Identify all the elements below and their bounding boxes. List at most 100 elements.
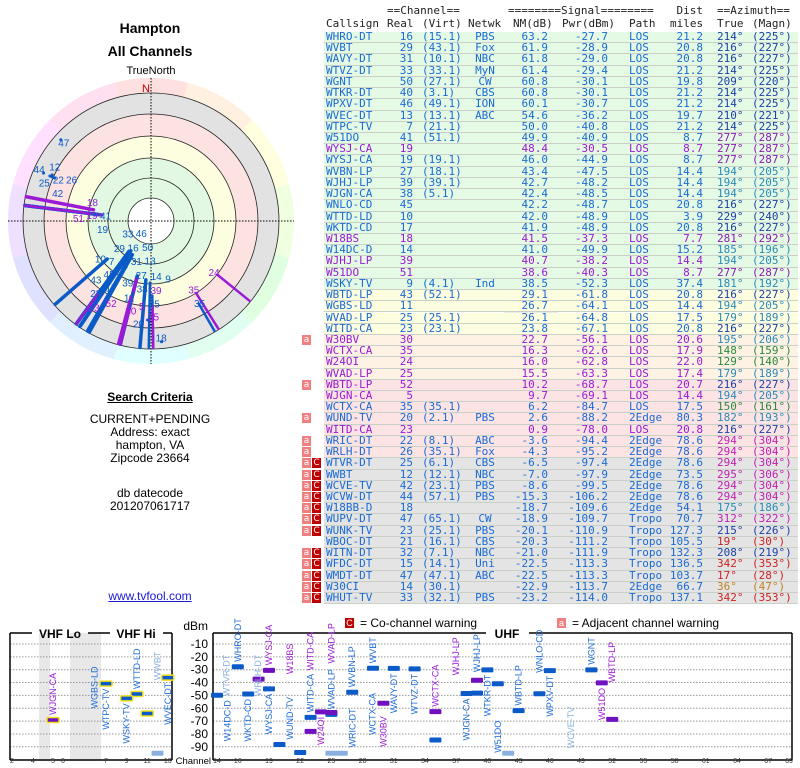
table-row[interactable]: WVAD-LP 25 (25.1) 26.1 -64.8 LOS 17.5 179° (189°… (324, 312, 798, 324)
table-row[interactable]: WYSJ-CA 19 (19.1) 46.0 -44.9 LOS 8.7 277° (287°) (324, 155, 798, 167)
table-row[interactable]: WCVW-DT 44 (57.1) PBS -15.3 -106.2 2Edge 78.6 29… (302, 491, 798, 504)
table-row[interactable]: WBTD-LP 52 10.2 -68.7 LOS 20.7 216° (227°) a (302, 379, 798, 392)
table-row[interactable]: WBOC-DT 21 (16.1) CBS -20.3 -111.2 Tropo 105.5 1… (324, 536, 798, 549)
path: Tropo (629, 523, 663, 537)
station-power-marker[interactable] (335, 750, 348, 756)
table-row[interactable]: WHUT-TV 33 (32.1) PBS -23.2 -114.0 Tropo 137.1 3… (302, 592, 798, 605)
table-row[interactable]: WAVY-DT 31 (10.1) NBC 61.8 -29.0 LOS 20.8 216° (2… (324, 54, 798, 66)
station-power-marker[interactable] (471, 690, 483, 696)
station-power-marker[interactable] (252, 676, 265, 682)
path: LOS (629, 198, 649, 212)
station-power-marker[interactable] (460, 690, 473, 696)
tvfool-link[interactable]: www.tvfool.com (108, 589, 192, 603)
station-power-marker[interactable] (273, 741, 286, 747)
table-row[interactable]: W14DC-D 14 41.0 -49.9 LOS 15.2 185° (196°) (324, 244, 798, 257)
table-row[interactable]: WMDT-DT 47 (47.1) ABC -22.5 -113.3 Tropo 103.7 1… (302, 570, 798, 582)
station-power-marker[interactable] (367, 665, 379, 671)
table-row[interactable]: WITN-DT 32 (7.1) NBC -21.0 -111.9 Tropo 132.3 20… (302, 547, 798, 560)
table-row[interactable]: WYSJ-CA 19 48.4 -30.5 LOS 8.7 277° (287°) (324, 143, 798, 156)
table-row[interactable]: WUND-TV 20 (2.1) PBS 2.6 -88.2 2Edge 80.3 182° (1… (302, 413, 798, 425)
table-row[interactable]: WVEC-DT 13 (13.1) ABC 54.6 -36.2 LOS 19.7 210° (2… (324, 110, 798, 122)
station-power-marker[interactable] (119, 695, 134, 702)
table-row[interactable]: W51DO 41 (51.1) 49.9 -40.9 LOS 8.7 277° (287°) (324, 132, 798, 145)
station-power-marker[interactable] (543, 668, 556, 674)
station-power-marker[interactable] (471, 677, 483, 683)
station-power-marker[interactable] (533, 691, 546, 697)
station-power-marker[interactable] (151, 750, 164, 756)
table-row[interactable]: W30BV 30 22.7 -56.1 LOS 20.6 195° (206°) a (302, 334, 798, 347)
station-power-marker[interactable] (263, 667, 275, 673)
table-row[interactable]: WJHJ-LP 39 40.7 -38.2 LOS 14.4 194° (205°) (324, 256, 798, 268)
table-row[interactable]: W18BB-D 18 -18.7 -109.6 2Edge 54.1 175° (186°) a… (302, 502, 798, 515)
virtual-channel: (12.1) (422, 467, 462, 481)
station-power-marker[interactable] (502, 750, 515, 756)
table-row[interactable]: WCVE-TV 42 (23.1) PBS -8.6 -99.5 2Edge 78.6 294°… (302, 480, 798, 493)
distance: 19.8 (676, 74, 704, 88)
station-power-marker[interactable] (161, 674, 175, 681)
station-power-marker[interactable] (346, 689, 359, 695)
station-power-marker[interactable] (429, 737, 442, 743)
station-power-marker[interactable] (46, 716, 60, 724)
station-power-marker[interactable] (429, 709, 442, 715)
station-power-marker[interactable] (304, 714, 317, 720)
table-row[interactable]: W51DO 51 38.6 -40.3 LOS 8.7 277° (287°) (324, 267, 798, 279)
table-row[interactable]: WBTD-LP 43 (52.1) 29.1 -61.8 LOS 20.8 216° (227°… (324, 289, 798, 302)
station-power-marker[interactable] (99, 680, 113, 687)
table-row[interactable]: WSKY-TV 9 (4.1) Ind 38.5 -52.3 LOS 37.4 181° (192… (324, 278, 798, 291)
station-power-marker[interactable] (585, 667, 598, 673)
station-power-marker[interactable] (595, 680, 608, 686)
table-row[interactable]: WPXV-DT 46 (49.1) ION 60.1 -30.7 LOS 21.2 214° (2… (324, 99, 798, 111)
station-power-marker[interactable] (377, 700, 390, 706)
table-row[interactable]: WTKR-DT 40 (3.1) CBS 60.8 -30.1 LOS 21.2 214° (22… (324, 87, 798, 100)
table-row[interactable]: WHRO-DT 16 (15.1) PBS 63.2 -27.7 LOS 21.2 214° (2… (324, 31, 798, 44)
table-row[interactable]: W18BS 18 41.5 -37.3 LOS 7.7 281° (292°) (324, 233, 798, 246)
table-row[interactable]: WGBS-LD 11 26.7 -64.1 LOS 14.4 194° (205°) (324, 301, 798, 313)
table-row[interactable]: WRLH-DT 26 (35.1) Fox -4.3 -95.2 2Edge 78.6 294°… (302, 446, 798, 459)
station-power-marker[interactable] (140, 710, 154, 717)
station-power-marker[interactable] (325, 709, 338, 715)
table-row[interactable]: WCTX-CA 35 (35.1) 6.2 -84.7 LOS 17.5 150° (161°) (324, 402, 798, 414)
station-power-marker[interactable] (512, 708, 525, 714)
adjacent-warning-icon: a (302, 447, 311, 458)
table-row[interactable]: WJGN-CA 5 9.7 -69.1 LOS 14.4 194° (205°) (324, 390, 798, 403)
power: -48.2 (574, 175, 608, 189)
station-power-marker[interactable] (242, 691, 255, 697)
noise-margin: -22.9 (514, 579, 548, 593)
table-row[interactable]: WWBT 12 (12.1) NBC -7.0 -97.9 2Edge 73.5 295° (30… (302, 467, 798, 481)
table-row[interactable]: WUNK-TV 23 (25.1) PBS -20.1 -110.9 Tropo 127.3 2… (302, 523, 798, 537)
station-power-marker[interactable] (211, 692, 223, 698)
station-power-marker[interactable] (315, 709, 327, 715)
table-row[interactable]: WVBN-LP 27 (18.1) 43.4 -47.5 LOS 14.4 194° (205°… (324, 166, 798, 178)
station-power-marker[interactable] (325, 750, 338, 756)
station-power-marker[interactable] (231, 664, 244, 670)
table-row[interactable]: WJGN-CA 38 (5.1) 42.4 -48.5 LOS 14.4 194° (205°) (324, 188, 798, 201)
station-power-marker[interactable] (408, 666, 421, 672)
table-row[interactable]: WTVZ-DT 33 (33.1) MyN 61.4 -29.4 LOS 21.2 214° (2… (324, 65, 798, 77)
table-row[interactable]: W30CI 14 (30.1) -22.9 -113.7 2Edge 66.7 36° (47°… (302, 579, 798, 593)
table-row[interactable]: WFDC-DT 15 (14.1) Uni -22.5 -113.3 Tropo 136.5 3… (302, 559, 798, 571)
station-power-marker[interactable] (481, 667, 494, 673)
station-power-marker[interactable] (491, 681, 504, 687)
station-power-marker[interactable] (294, 749, 307, 755)
table-row[interactable]: WTPC-TV 7 (21.1) 50.0 -40.8 LOS 21.2 214° (225°) (324, 121, 798, 133)
station-power-marker[interactable] (130, 690, 144, 698)
station-power-marker[interactable] (263, 686, 275, 692)
table-row[interactable]: WITD-CA 23 (23.1) 23.8 -67.1 LOS 20.8 216° (227°… (324, 323, 798, 335)
table-row[interactable]: WRIC-DT 22 (8.1) ABC -3.6 -94.4 2Edge 78.6 294° (… (302, 435, 798, 448)
table-row[interactable]: WTVR-DT 25 (6.1) CBS -6.5 -97.4 2Edge 78.6 294° (… (302, 458, 798, 470)
table-row[interactable]: W24OI 24 16.0 -62.8 LOS 22.0 129° (140°) (324, 357, 798, 369)
table-row[interactable]: WUPV-DT 47 (65.1) CW -18.9 -109.7 Tropo 70.7 312… (302, 514, 798, 526)
table-row[interactable]: WVBT 29 (43.1) Fox 61.9 -28.9 LOS 20.8 216° (227°… (324, 42, 798, 55)
station-power-marker[interactable] (606, 716, 619, 722)
station-power-marker[interactable] (387, 665, 400, 671)
table-row[interactable]: WNLO-CD 45 42.2 -48.7 LOS 20.8 216° (227°) (324, 198, 798, 212)
station-channel-label: 17 (105, 283, 117, 294)
table-row[interactable]: WTTD-LD 10 42.0 -48.9 LOS 3.9 229° (240°) (324, 211, 798, 223)
table-row[interactable]: WVAD-LP 25 15.5 -63.3 LOS 17.4 179° (189°) (324, 368, 798, 380)
table-row[interactable]: WKTD-CD 17 41.9 -48.9 LOS 20.8 216° (227°) (324, 222, 798, 234)
table-row[interactable]: WCTX-CA 35 16.3 -62.6 LOS 17.9 148° (159°) (324, 345, 798, 358)
table-row[interactable]: WGNT 50 (27.1) CW 60.8 -30.1 LOS 19.8 209° (220°) (324, 74, 798, 89)
table-row[interactable]: WJHJ-LP 39 (39.1) 42.7 -48.2 LOS 14.4 194° (205°… (324, 175, 798, 190)
station-power-marker[interactable] (304, 728, 317, 734)
table-row[interactable]: WITD-CA 23 0.9 -78.0 LOS 20.8 216° (227°) (324, 424, 798, 436)
